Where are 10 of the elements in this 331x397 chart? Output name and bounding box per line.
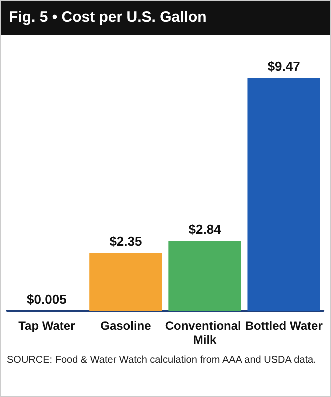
data-label: $0.005 — [27, 292, 67, 307]
x-tick-label: Conventional Milk — [165, 319, 245, 347]
chart-title: Fig. 5 • Cost per U.S. Gallon — [1, 1, 330, 35]
x-tick-label: Gasoline — [100, 319, 152, 333]
x-tick-label: Tap Water — [18, 319, 76, 333]
data-label: $9.47 — [268, 59, 300, 74]
data-label: $2.84 — [188, 222, 222, 238]
x-tick-label: Bottled Water — [245, 319, 324, 333]
data-label: $2.35 — [110, 234, 142, 250]
source-note: SOURCE: Food & Water Watch calculation from AAA and USDA data. — [6, 354, 318, 368]
